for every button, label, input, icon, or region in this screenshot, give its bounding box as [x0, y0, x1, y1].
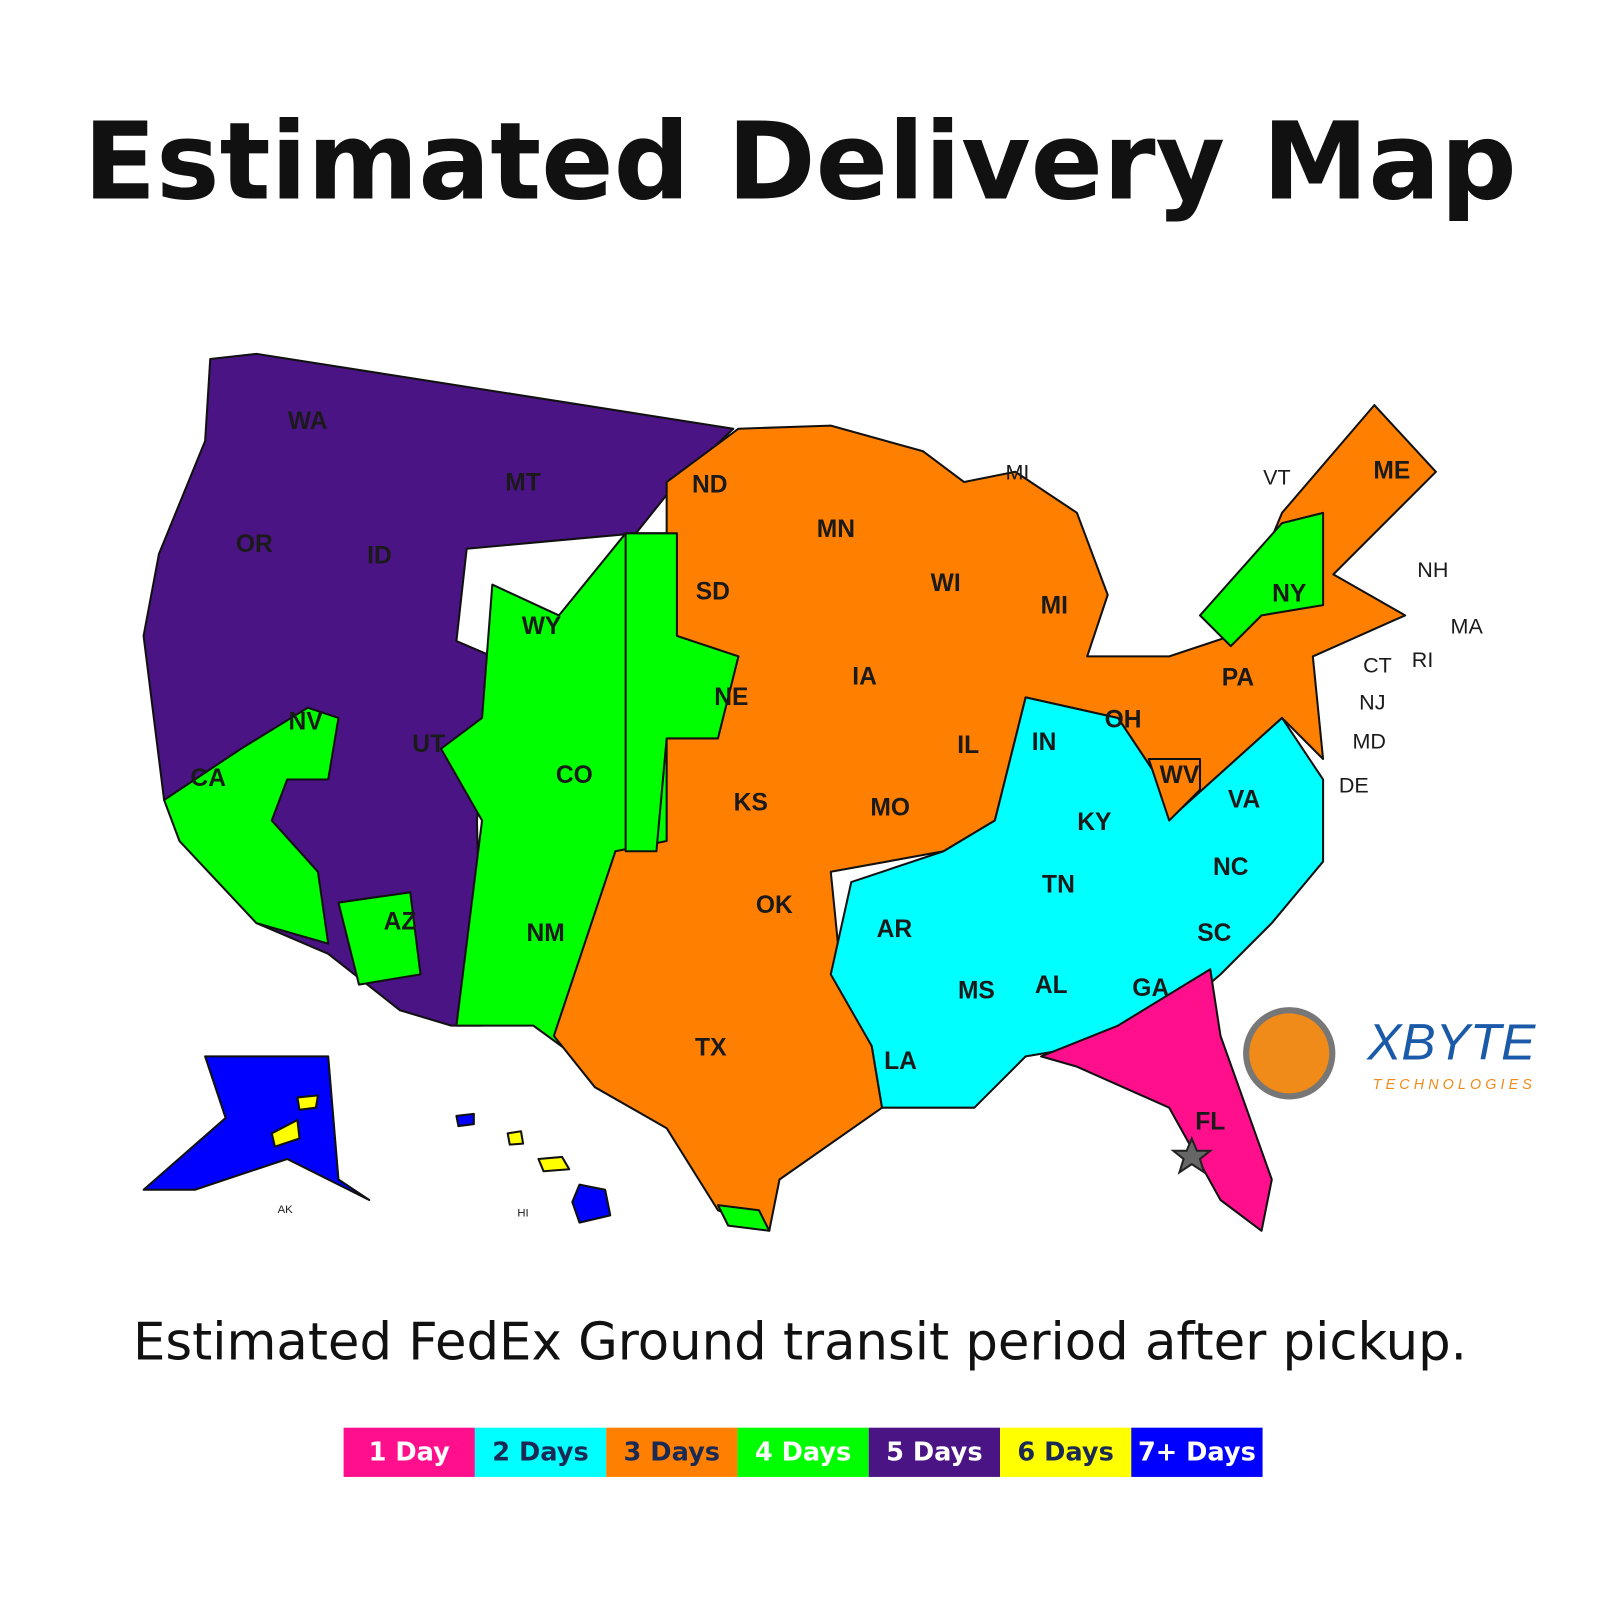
legend-label: 7+ Days — [1138, 1437, 1256, 1467]
logo-mark — [1243, 1007, 1336, 1100]
state-label: MO — [870, 795, 910, 822]
state-label: AK — [278, 1204, 294, 1216]
subtitle: Estimated FedEx Ground transit period af… — [133, 1313, 1467, 1373]
region-6-days — [537, 1155, 571, 1173]
legend-swatch — [1131, 1427, 1263, 1477]
region-7-days — [571, 1183, 612, 1224]
state-label: NM — [527, 920, 565, 947]
legend-swatch — [1000, 1427, 1132, 1477]
legend: 1 Day 2 Days 3 Days 4 Days 5 Days 6 Days 7+ Da… — [343, 1427, 1263, 1477]
state-label: NH — [1417, 558, 1448, 582]
state-label: CA — [190, 765, 226, 792]
legend-label: 3 Days — [624, 1437, 720, 1467]
state-label: NY — [1272, 580, 1307, 607]
legend-swatch — [737, 1427, 869, 1477]
state-label: TX — [695, 1035, 727, 1062]
region-4-days — [163, 706, 340, 945]
region-7-days — [455, 1112, 475, 1128]
legend-label: 4 Days — [755, 1437, 851, 1467]
region-4-days — [624, 532, 740, 853]
state-label: NV — [289, 709, 324, 736]
logo-tagline: TECHNOLOGIES — [1373, 1077, 1536, 1093]
state-label: TN — [1042, 872, 1075, 899]
state-label: AZ — [384, 909, 417, 936]
state-label: RI — [1412, 648, 1434, 672]
state-label: PA — [1222, 664, 1255, 691]
state-label: MD — [1352, 729, 1385, 753]
title: Estimated Delivery Map — [83, 101, 1516, 225]
state-label: NC — [1213, 854, 1249, 881]
state-label: DE — [1339, 773, 1369, 797]
region-6-days — [296, 1094, 319, 1111]
state-label: VA — [1228, 787, 1261, 814]
state-label: WI — [931, 570, 961, 597]
state-label: UT — [412, 731, 445, 758]
region-3-days — [1147, 757, 1202, 822]
state-label: OK — [756, 892, 793, 919]
state-label: MI — [1005, 461, 1029, 485]
state-label: GA — [1132, 975, 1169, 1002]
state-label: KS — [734, 790, 768, 817]
state-label: CT — [1363, 653, 1392, 677]
state-label: AR — [877, 916, 913, 943]
region-6-days — [506, 1130, 525, 1146]
state-label: SD — [696, 578, 730, 605]
legend-label: 5 Days — [886, 1437, 982, 1467]
region-4-days — [337, 891, 422, 986]
state-label: OR — [236, 531, 273, 558]
legend-swatch — [606, 1427, 738, 1477]
state-label: NE — [714, 684, 748, 711]
state-label: MS — [958, 977, 995, 1004]
legend-swatch — [868, 1427, 1000, 1477]
state-label: MI — [1041, 593, 1068, 620]
state-label: WY — [522, 613, 562, 640]
legend-swatch — [474, 1427, 607, 1477]
state-label: AL — [1035, 972, 1068, 999]
state-label: ME — [1373, 457, 1410, 484]
logo-name: XBYTE — [1366, 1014, 1536, 1071]
state-label: ID — [367, 542, 392, 569]
us-map: WA MT OR ID ND MN MI VT ME NH MA RI CT NJ MD DE WI MI NY SD… — [142, 352, 1484, 1232]
state-label: LA — [884, 1048, 917, 1075]
state-label: MN — [817, 516, 855, 543]
state-label: VT — [1263, 466, 1291, 490]
region-4-days — [1198, 511, 1325, 648]
legend-label: 1 Day — [369, 1437, 451, 1467]
logo: XBYTE TECHNOLOGIES — [1243, 1007, 1536, 1100]
state-label: IA — [852, 663, 877, 690]
state-label: SC — [1197, 920, 1231, 947]
state-label: KY — [1077, 809, 1112, 836]
region-4-days — [716, 1204, 771, 1232]
state-label: ND — [692, 472, 728, 499]
legend-label: 6 Days — [1017, 1437, 1113, 1467]
region-1-day — [1039, 968, 1273, 1232]
region-7-days — [142, 1055, 371, 1202]
state-label: MA — [1451, 614, 1484, 638]
origin-star — [1170, 1135, 1214, 1175]
region-6-days — [270, 1118, 301, 1148]
state-label: OH — [1105, 707, 1142, 734]
state-label: WV — [1160, 762, 1200, 789]
state-label: NJ — [1359, 690, 1385, 714]
state-label: WA — [288, 408, 328, 435]
state-label: CO — [556, 762, 593, 789]
state-label: HI — [517, 1207, 528, 1219]
legend-swatch — [343, 1427, 475, 1477]
legend-label: 2 Days — [492, 1437, 588, 1467]
state-label: IL — [957, 732, 979, 759]
state-label: IN — [1032, 729, 1057, 756]
state-label: FL — [1195, 1109, 1225, 1136]
state-label: MT — [505, 470, 541, 497]
